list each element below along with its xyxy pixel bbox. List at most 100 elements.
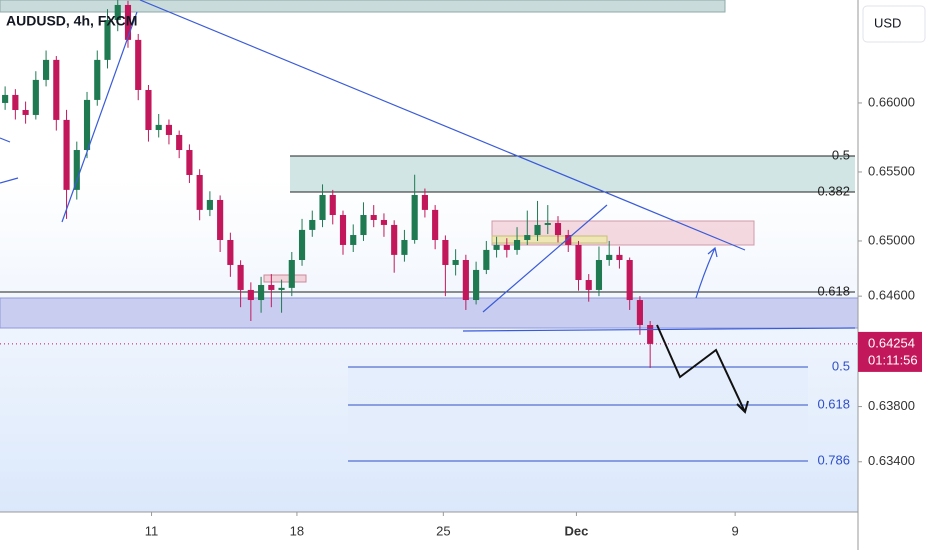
- candle-body: [309, 219, 316, 230]
- candle-body: [370, 215, 377, 220]
- candle-body: [165, 124, 173, 135]
- fib-label: 0.382: [817, 183, 850, 198]
- trend-line: [139, 0, 746, 251]
- y-tick-label: 0.66000: [868, 94, 915, 109]
- fib-label: 0.618: [817, 396, 850, 411]
- candle-body: [268, 284, 275, 290]
- candle-body: [329, 195, 336, 216]
- x-tick-label: 11: [145, 523, 159, 538]
- y-tick-label: 0.63800: [868, 398, 915, 413]
- candle-body: [595, 260, 603, 290]
- candle-body: [411, 195, 418, 240]
- candle-body: [278, 287, 285, 290]
- projection-arrow: [656, 324, 749, 414]
- candles: [2, 0, 654, 368]
- candle-body: [176, 134, 183, 151]
- zone: [263, 274, 307, 283]
- candle-body: [83, 99, 91, 151]
- candle-body: [206, 199, 213, 210]
- candle-body: [196, 174, 203, 210]
- candle-body: [626, 260, 633, 301]
- candle-body: [360, 215, 367, 236]
- currency-button[interactable]: [862, 5, 926, 43]
- candle-body: [12, 94, 19, 110]
- trend-line: [0, 137, 11, 143]
- fib-label: 0.5: [832, 147, 850, 162]
- y-tick-label: 0.65000: [868, 232, 915, 247]
- candle-body: [391, 224, 398, 255]
- candle-body: [2, 94, 9, 103]
- candle-body: [636, 300, 643, 326]
- candle-body: [145, 89, 152, 131]
- candle-body: [114, 4, 121, 21]
- trend-line: [61, 11, 138, 223]
- last-price-badge: [858, 331, 922, 372]
- currency-label[interactable]: USD: [874, 15, 901, 30]
- x-tick-label: 18: [290, 523, 304, 538]
- candle-body: [43, 59, 50, 80]
- candle-body: [288, 260, 295, 288]
- candle-body: [503, 244, 510, 250]
- fib-labels: 0.5 0.382 0.618 0.5 0.618 0.786: [817, 147, 850, 467]
- candle-body: [432, 209, 439, 240]
- candle-body: [442, 239, 449, 265]
- fib-label: 0.5: [832, 358, 850, 373]
- candle-body: [647, 325, 654, 344]
- zone: [290, 156, 855, 192]
- candle-body: [544, 223, 551, 225]
- candle-body: [380, 219, 388, 225]
- x-tick-label: 9: [732, 523, 739, 538]
- x-tick-label: 25: [436, 523, 450, 538]
- fib-zone: [348, 367, 808, 461]
- candle-body: [483, 249, 490, 270]
- trend-line: [482, 204, 608, 313]
- candle-body: [22, 109, 29, 115]
- candle-body: [63, 119, 70, 190]
- y-tick-label: 0.64600: [868, 288, 915, 303]
- fib-label: 0.618: [817, 283, 850, 298]
- candle-body: [524, 235, 531, 240]
- candle-body: [135, 39, 142, 90]
- candle-body: [247, 289, 254, 301]
- candle-body: [258, 284, 265, 301]
- fib-label: 0.786: [817, 452, 850, 467]
- countdown-label: 01:11:56: [868, 352, 918, 367]
- candle-body: [575, 244, 582, 281]
- zone: [0, 0, 726, 13]
- candle-body: [217, 199, 224, 240]
- candle-body: [73, 150, 80, 190]
- candle-body: [606, 254, 613, 261]
- zone: [491, 235, 608, 244]
- trend-line: [0, 177, 19, 184]
- last-price-label: 0.64254: [868, 335, 915, 350]
- y-tick-label: 0.63400: [868, 453, 915, 468]
- candle-body: [350, 235, 357, 245]
- candle-body: [452, 260, 459, 265]
- candle-body: [401, 239, 408, 255]
- candle-body: [554, 223, 562, 236]
- candle-body: [616, 254, 623, 261]
- candle-body: [104, 20, 111, 60]
- candle-body: [319, 195, 326, 220]
- candle-body: [94, 59, 101, 100]
- x-tick-label: Dec: [565, 523, 589, 538]
- candle-body: [124, 4, 132, 40]
- candle-body: [186, 150, 193, 175]
- candle-body: [298, 229, 306, 261]
- candle-body: [155, 124, 162, 131]
- candle-body: [32, 79, 39, 115]
- candle-body: [534, 224, 541, 236]
- candle-body: [493, 244, 500, 250]
- candle-body: [237, 264, 244, 290]
- candle-body: [227, 239, 234, 265]
- candle-body: [339, 215, 347, 245]
- candle-body: [462, 260, 469, 301]
- chart-title: AUDUSD, 4h, FXCM: [6, 13, 137, 29]
- candle-body: [473, 269, 480, 301]
- candle-body: [585, 280, 592, 290]
- zone: [0, 297, 859, 329]
- y-tick-label: 0.65500: [868, 163, 915, 178]
- arrow: [695, 246, 718, 299]
